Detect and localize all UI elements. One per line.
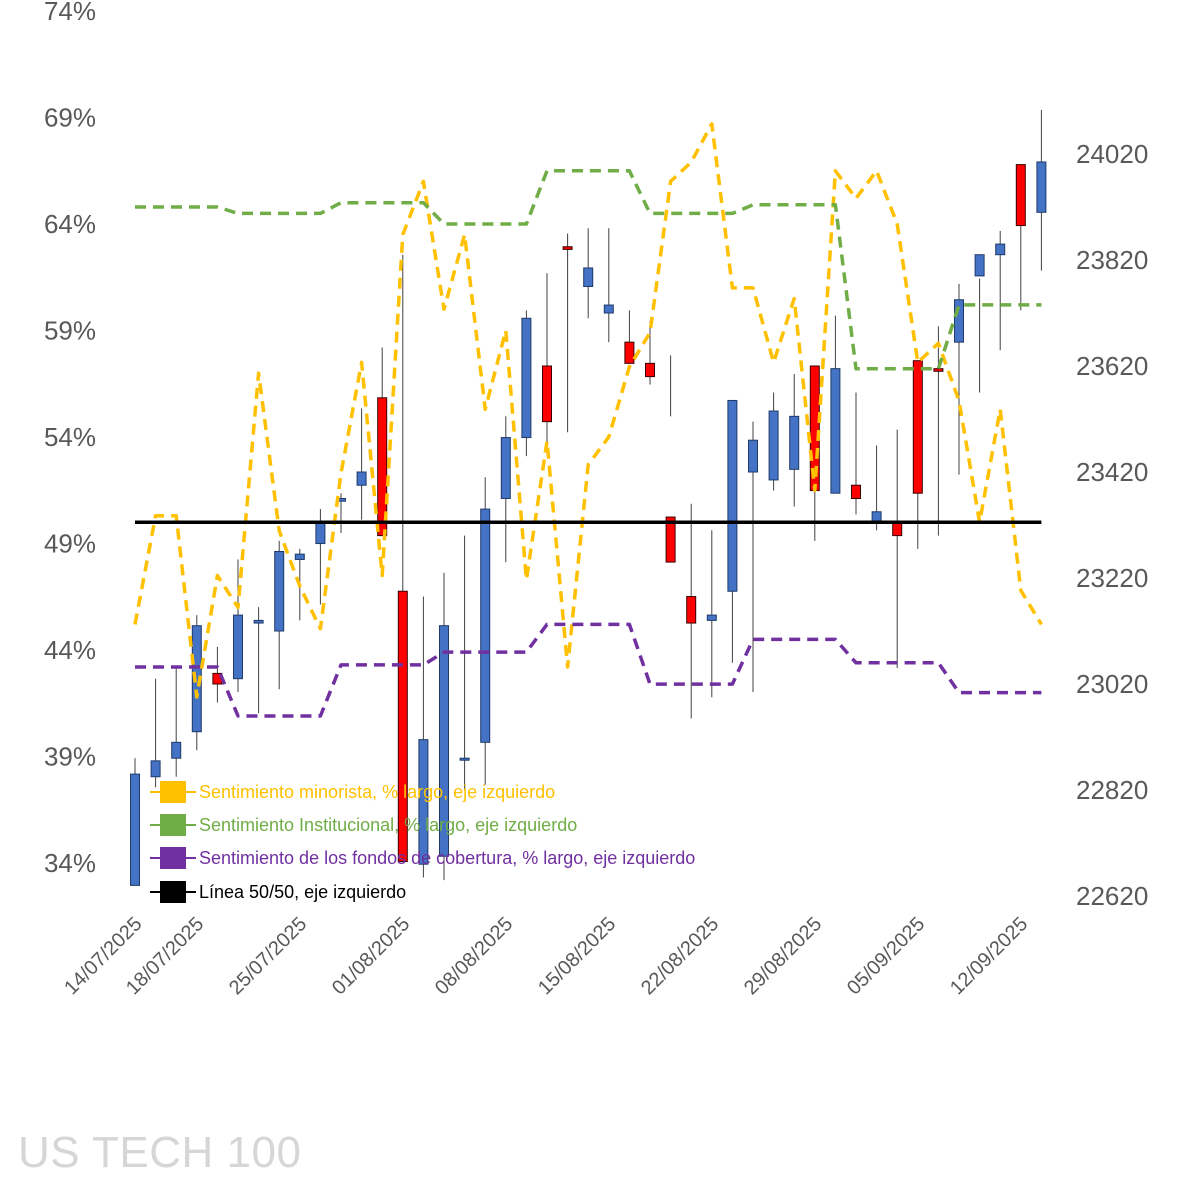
candle-body-down <box>665 516 676 563</box>
candle-body-down <box>933 368 944 372</box>
right-tick-label: 24020 <box>1076 139 1148 169</box>
candle-body-up <box>974 254 985 277</box>
candle-body-down <box>912 360 923 494</box>
series-line-0 <box>133 122 1043 699</box>
candle-body-down <box>624 341 635 364</box>
candle-body-up <box>459 757 470 761</box>
left-tick-label: 34% <box>44 848 96 878</box>
candle-body-up <box>253 619 264 624</box>
candle-body-up <box>150 760 161 778</box>
candle-body-up <box>233 614 243 680</box>
candle-body-down <box>686 596 697 624</box>
candle-body-down <box>542 365 552 423</box>
right-tick-label: 23620 <box>1076 351 1148 381</box>
candle-body-up <box>727 399 738 592</box>
candle-body-up <box>603 304 614 314</box>
x-tick-label: 01/08/2025 <box>328 913 414 999</box>
candle-body-up <box>583 267 594 288</box>
candle-body-up <box>954 299 964 343</box>
left-tick-label: 59% <box>44 316 96 346</box>
candle-body-up <box>768 410 779 481</box>
candle-body-down <box>377 397 388 537</box>
x-tick-label: 05/09/2025 <box>843 913 929 999</box>
candle-body-down <box>851 484 861 499</box>
right-tick-label: 23020 <box>1076 669 1148 699</box>
legend-label: Sentimiento de los fondos de cobertura, … <box>199 848 695 868</box>
candle-body-up <box>439 625 449 857</box>
right-tick-label: 22620 <box>1076 881 1148 911</box>
candle-body-up <box>500 437 511 499</box>
legend-swatch <box>160 847 186 869</box>
legend-swatch <box>160 814 186 836</box>
candle-body-up <box>294 553 305 560</box>
x-tick-label: 08/08/2025 <box>431 913 517 999</box>
left-tick-label: 49% <box>44 529 96 559</box>
x-tick-label: 25/07/2025 <box>225 913 311 999</box>
candle-body-down <box>892 521 903 537</box>
candle-body-down <box>562 246 573 250</box>
candle-body-up <box>130 773 140 886</box>
candle-body-up <box>748 439 758 473</box>
right-tick-label: 23420 <box>1076 457 1148 487</box>
legend: Sentimiento minorista, % largo, eje izqu… <box>150 781 695 903</box>
series-line-1 <box>135 169 1042 371</box>
candle-body <box>1036 161 1047 213</box>
candle-bodies <box>130 161 1047 886</box>
candle-body-up <box>830 368 841 494</box>
x-tick-label: 22/08/2025 <box>637 913 723 999</box>
candle-body-up <box>274 551 285 632</box>
candle-wicks <box>134 110 1042 881</box>
left-tick-label: 39% <box>44 742 96 772</box>
candle-body-up <box>789 415 800 470</box>
left-tick-label: 54% <box>44 422 96 452</box>
legend-swatch <box>160 881 186 903</box>
candle-body-down <box>397 590 408 863</box>
candle-body-up <box>356 471 367 486</box>
candle-body-down <box>645 362 655 378</box>
x-tick-label: 15/08/2025 <box>534 913 620 999</box>
left-tick-label: 69% <box>44 103 96 133</box>
candle-body-up <box>315 521 326 545</box>
candle-body-down <box>1015 164 1026 227</box>
sentiment-lines <box>133 122 1043 718</box>
legend-label: Sentimiento Institucional, % largo, eje … <box>199 815 577 835</box>
x-tick-label: 29/08/2025 <box>740 913 826 999</box>
x-tick-label: 12/09/2025 <box>946 913 1032 999</box>
legend-label: Sentimiento minorista, % largo, eje izqu… <box>199 782 555 802</box>
left-axis-ticks: 74% 69% 64% 59% 54% 49% 44% 39% 34% <box>44 0 96 878</box>
candle-body-up <box>521 317 532 439</box>
candle-body-up <box>171 741 182 759</box>
left-tick-label: 74% <box>44 0 96 26</box>
right-tick-label: 22820 <box>1076 775 1148 805</box>
legend-swatch <box>160 781 186 803</box>
right-axis-ticks: 24020 23820 23620 23420 23220 23020 22820 22620 <box>1076 139 1148 911</box>
left-tick-label: 44% <box>44 635 96 665</box>
right-tick-label: 23820 <box>1076 245 1148 275</box>
series-line-2 <box>135 622 1042 718</box>
candle-body-up <box>706 614 717 621</box>
candle-body-up <box>995 243 1006 256</box>
watermark-title: US TECH 100 <box>18 1128 302 1177</box>
left-tick-label: 64% <box>44 209 96 239</box>
legend-label: Línea 50/50, eje izquierdo <box>199 882 406 902</box>
right-tick-label: 23220 <box>1076 563 1148 593</box>
candle-body-up <box>480 508 491 743</box>
candle-body-up <box>418 739 429 865</box>
